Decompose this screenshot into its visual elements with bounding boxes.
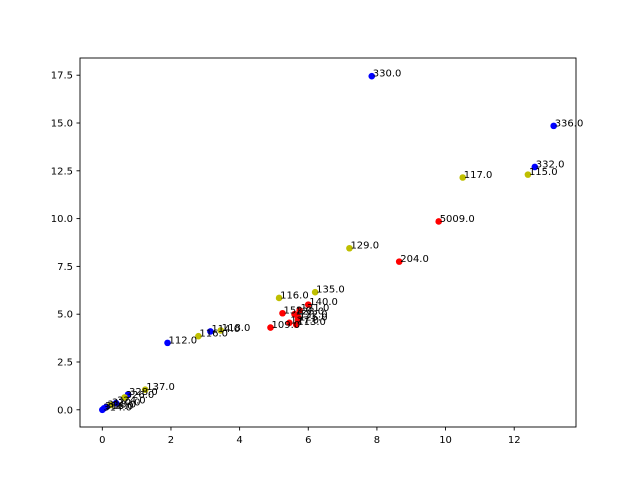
point-label-6: 129.0 — [350, 241, 379, 252]
y-tick-label-6: 15.0 — [51, 119, 73, 130]
y-tick-label-1: 2.5 — [57, 357, 73, 368]
point-label-27: 320.0 — [112, 398, 141, 409]
point-label-1: 336.0 — [555, 118, 584, 129]
data-point-2 — [531, 163, 539, 171]
data-point-6 — [346, 244, 353, 252]
data-point-9 — [275, 294, 283, 302]
data-point-8 — [311, 288, 319, 296]
point-label-30: 314.0 — [103, 402, 132, 413]
point-label-18: 109.0 — [272, 320, 301, 331]
y-tick-label-4: 10.0 — [51, 214, 73, 225]
x-tick-label-3: 6 — [305, 435, 311, 446]
axes-layer: 0 2 4 6 8 10 12 0.0 2.5 5.0 7.5 10.0 12.5 15.0 17.5 — [51, 57, 577, 446]
data-point-25 — [121, 394, 128, 401]
point-label-10: 140.0 — [309, 297, 338, 308]
data-point-18 — [267, 324, 274, 331]
point-label-25: 326.0 — [126, 390, 155, 401]
point-label-17: 113.0 — [297, 317, 326, 328]
point-label-29: 316.0 — [105, 401, 134, 412]
point-label-8: 135.0 — [316, 285, 345, 296]
point-label-22: 112.0 — [169, 335, 198, 346]
point-label-23: 137.0 — [146, 382, 175, 393]
data-point-23 — [141, 386, 149, 394]
point-label-9: 116.0 — [280, 290, 309, 301]
y-tick-label-5: 12.5 — [51, 166, 73, 177]
x-tick-label-2: 4 — [236, 435, 242, 446]
point-label-14: 122.0 — [299, 310, 328, 321]
point-label-13: 123.0 — [296, 307, 325, 318]
point-label-28: 318.0 — [107, 399, 136, 410]
y-tick-label-2: 5.0 — [57, 310, 73, 321]
point-label-21: 116.0 — [199, 329, 228, 340]
data-point-0 — [368, 72, 376, 80]
points-layer — [99, 72, 557, 414]
data-point-10 — [304, 301, 312, 308]
data-point-3 — [524, 171, 532, 178]
plot-frame — [79, 57, 577, 428]
y-tick-label-0: 0.0 — [57, 405, 73, 416]
y-tick-label-7: 17.5 — [51, 71, 73, 82]
x-tick-label-6: 12 — [508, 435, 521, 446]
x-tick-label-1: 2 — [168, 435, 174, 446]
data-point-7 — [395, 258, 403, 265]
point-label-5: 5009.0 — [440, 214, 475, 225]
point-label-19: 118.0 — [222, 323, 251, 334]
data-point-19 — [217, 327, 225, 334]
data-point-22 — [164, 339, 171, 347]
x-tick-label-4: 8 — [374, 435, 380, 446]
point-label-2: 332.0 — [536, 159, 565, 170]
point-label-0: 330.0 — [373, 69, 402, 80]
data-point-20 — [207, 328, 214, 335]
point-label-12: 152.0 — [284, 306, 313, 317]
point-label-3: 115.0 — [529, 167, 558, 178]
point-label-26: 324.0 — [117, 396, 146, 407]
x-tick-label-5: 10 — [439, 435, 452, 446]
data-point-17 — [292, 321, 300, 329]
data-point-26 — [112, 399, 120, 407]
data-point-1 — [550, 122, 557, 130]
point-label-4: 117.0 — [464, 170, 493, 181]
point-label-24: 328.0 — [129, 387, 158, 398]
data-point-21 — [195, 332, 202, 340]
data-point-5 — [435, 218, 443, 225]
x-tick-label-0: 0 — [99, 435, 105, 446]
data-point-11 — [296, 307, 303, 314]
point-label-15: 125.0 — [299, 312, 328, 323]
data-point-30 — [99, 406, 106, 414]
data-point-12 — [279, 309, 286, 317]
point-label-11: 121.0 — [301, 303, 330, 314]
point-label-16: 127.0 — [290, 315, 319, 326]
data-point-4 — [459, 174, 467, 181]
point-label-7: 204.0 — [400, 254, 429, 265]
data-point-16 — [286, 319, 293, 327]
plot-background — [80, 58, 576, 427]
point-label-20: 114.0 — [211, 324, 240, 335]
y-tick-label-3: 7.5 — [57, 262, 73, 273]
